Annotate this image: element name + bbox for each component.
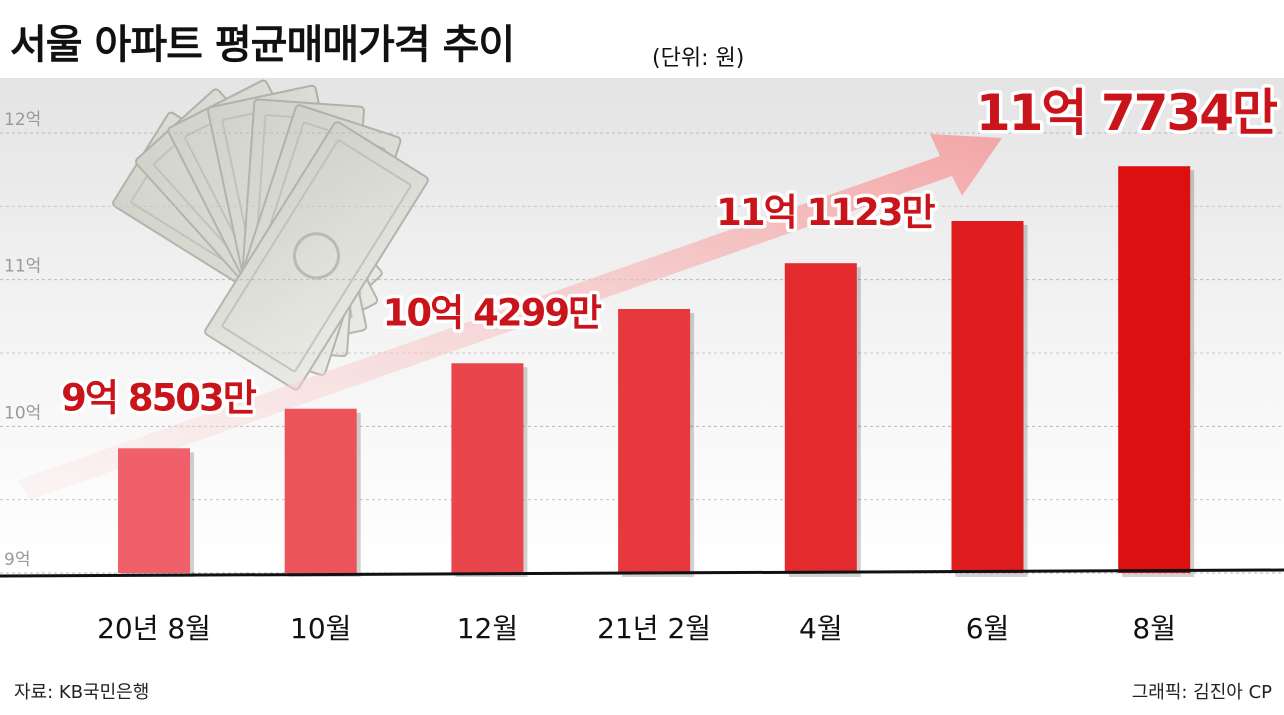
data-labels: 9억 8503만 10억 4299만 11억 1123만 11억 7734만 <box>58 81 1284 423</box>
trend-arrow <box>18 134 1002 500</box>
x-axis-baseline <box>0 568 1284 578</box>
y-tick-label: 9억 <box>4 550 30 570</box>
data-label: 9억 8503만 <box>61 376 257 419</box>
money-bills-illustration <box>112 79 429 391</box>
graphic-credit: 그래픽: 김진아 CP <box>1131 682 1272 703</box>
bars <box>118 166 1195 577</box>
x-tick-label: 21년 2월 <box>597 612 711 645</box>
x-tick-label: 20년 8월 <box>97 612 211 645</box>
data-label: 11억 7734만 <box>976 84 1278 142</box>
bar <box>284 408 357 573</box>
x-tick-label: 8월 <box>1132 612 1176 645</box>
bar <box>1118 166 1191 573</box>
bar <box>951 221 1024 573</box>
unit-note: (단위: 원) <box>652 46 745 71</box>
y-axis-ticks: 9억 10억 11억 12억 <box>4 110 41 570</box>
x-tick-label: 12월 <box>457 612 518 645</box>
source-note: 자료: KB국민은행 <box>14 682 150 703</box>
chart-title: 서울 아파트 평균매매가격 추이 <box>10 22 515 68</box>
y-tick-label: 11억 <box>4 257 41 277</box>
x-tick-label: 6월 <box>966 612 1010 645</box>
bar <box>118 448 190 573</box>
y-tick-label: 12억 <box>4 110 41 130</box>
y-tick-label: 10억 <box>4 403 41 423</box>
x-axis-ticks: 20년 8월 10월 12월 21년 2월 4월 6월 8월 <box>97 612 1176 645</box>
bar <box>618 309 691 573</box>
x-tick-label: 10월 <box>290 612 351 645</box>
bar <box>784 263 857 573</box>
data-label: 11억 1123만 <box>716 191 935 234</box>
data-label: 10억 4299만 <box>383 291 602 334</box>
bill-shape <box>204 121 429 391</box>
bar <box>451 363 524 573</box>
x-tick-label: 4월 <box>799 612 843 645</box>
